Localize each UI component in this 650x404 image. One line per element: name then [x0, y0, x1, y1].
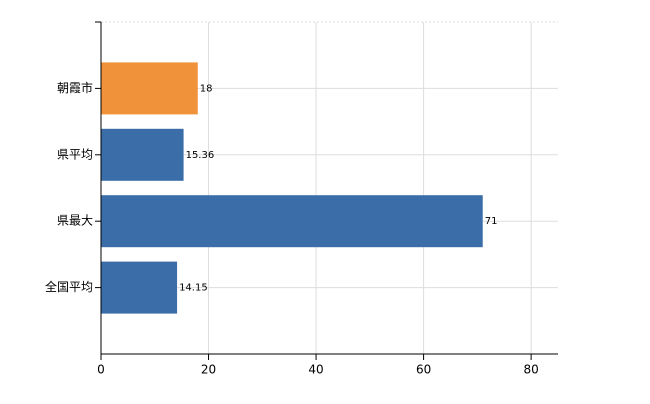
y-tick-label: 朝霞市	[57, 80, 93, 95]
value-label: 18	[200, 83, 213, 94]
y-tick-label: 県最大	[57, 214, 93, 228]
value-label: 14.15	[179, 283, 208, 294]
x-tick-label: 0	[97, 363, 105, 377]
x-tick-label: 60	[416, 363, 431, 377]
y-tick-label: 県平均	[57, 147, 93, 161]
value-label: 71	[485, 216, 498, 227]
x-tick-label: 40	[308, 363, 323, 377]
y-tick-label: 全国平均	[45, 279, 93, 294]
x-tick-label: 20	[201, 363, 216, 377]
value-label: 15.36	[186, 150, 215, 161]
bar	[101, 261, 178, 314]
bar	[101, 62, 198, 115]
x-tick-label: 80	[523, 363, 538, 377]
bar	[101, 195, 483, 248]
bar	[101, 128, 184, 181]
